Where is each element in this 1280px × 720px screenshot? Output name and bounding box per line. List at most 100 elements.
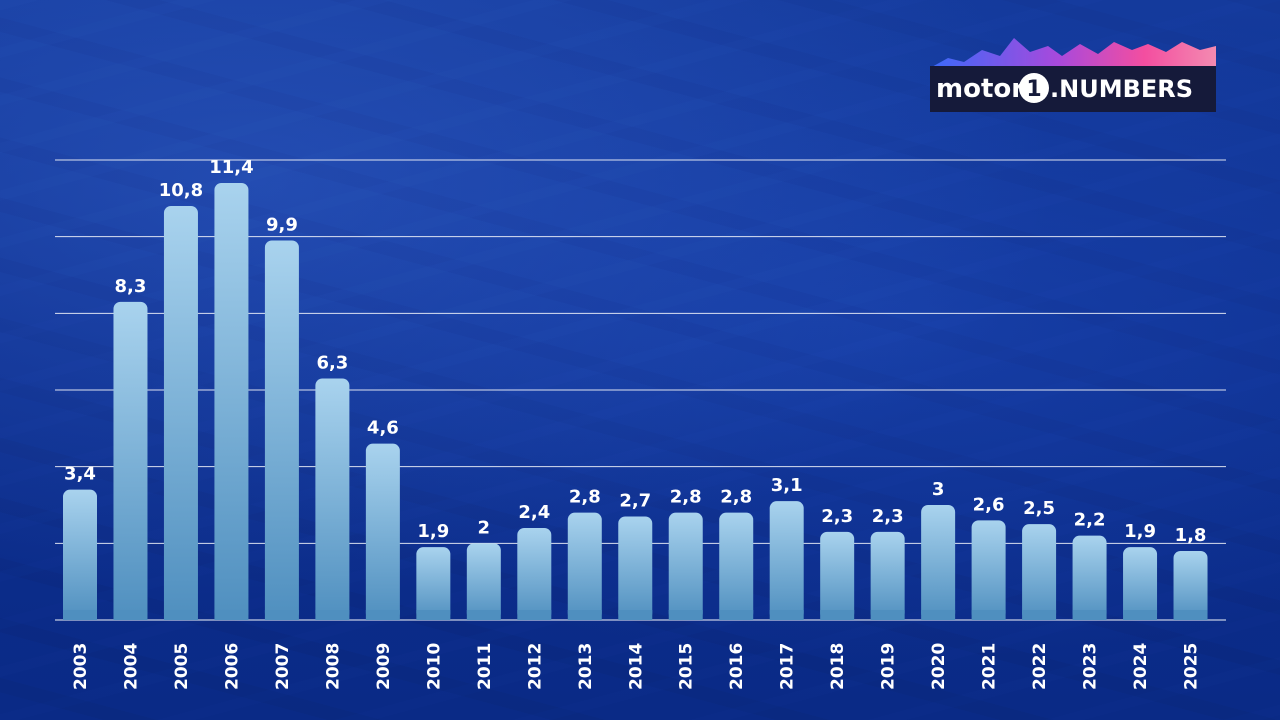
bar-base-2023 — [1072, 610, 1107, 620]
bar-base-2022 — [1022, 610, 1057, 620]
bar-2012 — [517, 528, 552, 620]
bar-2018 — [820, 531, 855, 620]
value-label-2008: 6,3 — [316, 353, 348, 374]
x-tick-label-2004: 2004 — [121, 643, 141, 690]
bar-2007 — [264, 240, 299, 620]
bar-2014 — [618, 516, 653, 620]
bar-2005 — [163, 206, 198, 620]
x-tick-label-2009: 2009 — [374, 643, 394, 690]
logo-text-motor: motor — [936, 74, 1024, 104]
bar-2022 — [1022, 524, 1057, 620]
bar-base-2016 — [719, 610, 754, 620]
x-tick-label-2011: 2011 — [475, 643, 495, 690]
value-label-2011: 2 — [478, 517, 491, 538]
bar-base-2021 — [971, 610, 1006, 620]
bar-2006 — [214, 183, 249, 620]
x-tick-label-2008: 2008 — [323, 643, 343, 690]
bar-base-2005 — [163, 610, 198, 620]
x-tick-label-2024: 2024 — [1131, 643, 1151, 690]
x-axis-labels: 2003 2004 2005 2006 2007 2008 2009 2010 2011 2012… — [71, 643, 1202, 690]
value-label-2010: 1,9 — [417, 521, 449, 542]
bar-base-2008 — [315, 610, 350, 620]
motor1-numbers-logo: motor 1 .NUMBERS — [930, 36, 1216, 112]
bar-2015 — [668, 512, 703, 620]
x-tick-label-2016: 2016 — [727, 643, 747, 690]
bar-2020 — [921, 505, 956, 620]
x-tick-label-2020: 2020 — [929, 643, 949, 690]
x-tick-label-2013: 2013 — [576, 643, 596, 690]
x-tick-label-2012: 2012 — [525, 643, 545, 690]
x-tick-label-2007: 2007 — [273, 643, 293, 690]
bar-2019 — [870, 531, 905, 620]
bar-base-2018 — [820, 610, 855, 620]
value-label-2009: 4,6 — [367, 418, 399, 439]
value-label-2018: 2,3 — [821, 506, 853, 527]
x-tick-label-2005: 2005 — [172, 643, 192, 690]
value-label-2013: 2,8 — [569, 487, 601, 508]
bar-base-2020 — [921, 610, 956, 620]
logo-text-one: 1 — [1026, 77, 1041, 102]
bar-base-2012 — [517, 610, 552, 620]
bar-2003 — [63, 489, 97, 620]
value-label-2004: 8,3 — [115, 276, 147, 297]
value-label-2007: 9,9 — [266, 215, 298, 236]
value-label-2021: 2,6 — [973, 494, 1005, 515]
value-label-2015: 2,8 — [670, 487, 702, 508]
bar-base-2025 — [1173, 610, 1208, 620]
bar-2017 — [769, 501, 804, 620]
bar-base-2010 — [416, 610, 451, 620]
value-label-2006: 11,4 — [209, 157, 253, 178]
bar-2016 — [719, 512, 754, 620]
bar-2023 — [1072, 535, 1107, 620]
bar-base-2019 — [870, 610, 905, 620]
bar-base-2015 — [668, 610, 703, 620]
value-label-2003: 3,4 — [64, 464, 96, 485]
bar-base-2009 — [365, 610, 400, 620]
value-label-2022: 2,5 — [1023, 498, 1055, 519]
value-label-2019: 2,3 — [872, 506, 904, 527]
x-tick-label-2010: 2010 — [424, 643, 444, 690]
bar-base-2007 — [264, 610, 299, 620]
bars — [63, 183, 1208, 620]
bar-2011 — [466, 543, 501, 620]
x-tick-label-2018: 2018 — [828, 643, 848, 690]
bar-2025 — [1173, 551, 1208, 620]
bar-base-2014 — [618, 610, 653, 620]
bar-base-2011 — [466, 610, 501, 620]
bar-base-2017 — [769, 610, 804, 620]
x-tick-label-2021: 2021 — [980, 643, 1000, 690]
bar-2009 — [365, 443, 400, 620]
value-labels: 3,4 8,3 10,8 11,4 9,9 6,3 4,6 1,9 2 2,4 2,8 2,7 2,8 2… — [64, 157, 1206, 546]
bar-2008 — [315, 378, 350, 620]
bar-2021 — [971, 520, 1006, 620]
bar-base-2006 — [214, 610, 249, 620]
value-label-2005: 10,8 — [159, 180, 203, 201]
x-tick-label-2015: 2015 — [677, 643, 697, 690]
value-label-2023: 2,2 — [1074, 510, 1106, 531]
bar-base-2024 — [1123, 610, 1158, 620]
value-label-2025: 1,8 — [1175, 525, 1207, 546]
value-label-2014: 2,7 — [619, 491, 651, 512]
x-tick-label-2003: 2003 — [71, 643, 91, 690]
x-tick-label-2022: 2022 — [1030, 643, 1050, 690]
x-tick-label-2017: 2017 — [778, 643, 798, 690]
bar-2010 — [416, 547, 451, 620]
value-label-2024: 1,9 — [1124, 521, 1156, 542]
value-label-2020: 3 — [932, 479, 945, 500]
x-tick-label-2023: 2023 — [1081, 643, 1101, 690]
bar-base-2004 — [113, 610, 148, 620]
x-tick-label-2014: 2014 — [626, 643, 646, 690]
bar-base-2003 — [63, 610, 97, 620]
x-tick-label-2025: 2025 — [1182, 643, 1202, 690]
x-tick-label-2006: 2006 — [222, 643, 242, 690]
value-label-2017: 3,1 — [771, 475, 803, 496]
value-label-2016: 2,8 — [720, 487, 752, 508]
value-label-2012: 2,4 — [518, 502, 550, 523]
logo-text-numbers: .NUMBERS — [1050, 75, 1193, 103]
bar-2024 — [1123, 547, 1158, 620]
x-tick-label-2019: 2019 — [879, 643, 899, 690]
bar-base-2013 — [567, 610, 602, 620]
bar-2004 — [113, 301, 148, 620]
